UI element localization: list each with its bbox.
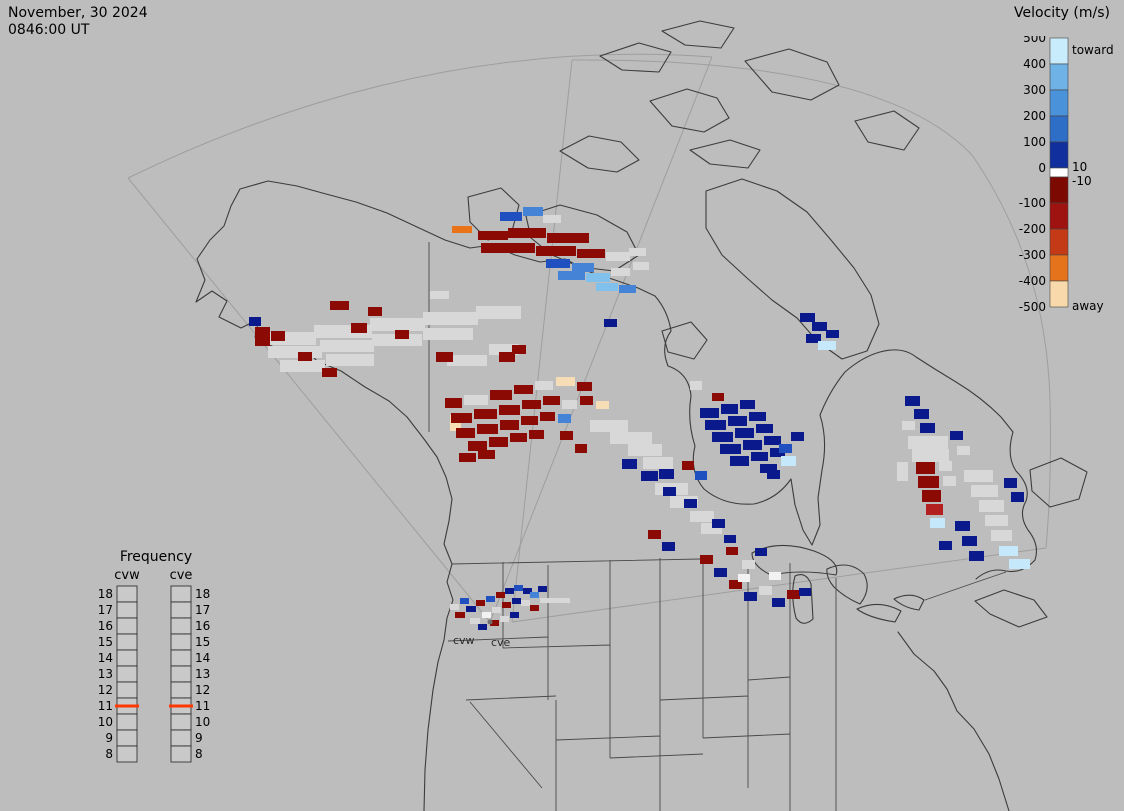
svg-text:14: 14 bbox=[195, 651, 210, 665]
svg-text:-400: -400 bbox=[1019, 274, 1046, 288]
svg-text:0: 0 bbox=[1038, 161, 1046, 175]
svg-text:17: 17 bbox=[98, 603, 113, 617]
svg-text:16: 16 bbox=[98, 619, 113, 633]
coast-hudson-east bbox=[654, 295, 1037, 811]
svg-text:13: 13 bbox=[98, 667, 113, 681]
svg-text:17: 17 bbox=[195, 603, 210, 617]
svg-text:14: 14 bbox=[98, 651, 113, 665]
radar-site-label-cvw: cvw bbox=[453, 634, 475, 647]
time-text: 0846:00 UT bbox=[8, 22, 90, 38]
svg-text:18: 18 bbox=[98, 587, 113, 601]
svg-text:15: 15 bbox=[195, 635, 210, 649]
frequency-legend-title: Frequency bbox=[119, 549, 193, 565]
svg-text:500: 500 bbox=[1023, 36, 1046, 45]
svg-text:11: 11 bbox=[98, 699, 113, 713]
svg-text:12: 12 bbox=[195, 683, 210, 697]
svg-text:400: 400 bbox=[1023, 57, 1046, 71]
svg-text:8: 8 bbox=[195, 747, 203, 761]
svg-text:toward: toward bbox=[1072, 43, 1114, 57]
svg-text:300: 300 bbox=[1023, 83, 1046, 97]
velocity-colorbar: 500 400 300 200 100 0 -100 -200 -300 -400 -500 10-1… bbox=[1019, 36, 1114, 314]
velocity-legend-title: Velocity (m/s) bbox=[1014, 5, 1110, 21]
svg-text:16: 16 bbox=[195, 619, 210, 633]
svg-text:-200: -200 bbox=[1019, 222, 1046, 236]
radar-site-label-cve: cve bbox=[491, 636, 511, 649]
svg-text:13: 13 bbox=[195, 667, 210, 681]
svg-text:-10: -10 bbox=[1072, 174, 1092, 188]
svg-text:-100: -100 bbox=[1019, 196, 1046, 210]
svg-text:cvw: cvw bbox=[114, 568, 140, 583]
timestamp: November, 30 2024 0846:00 UT bbox=[8, 5, 148, 39]
coastline-outlines bbox=[195, 20, 1088, 811]
svg-text:11: 11 bbox=[195, 699, 210, 713]
svg-text:-300: -300 bbox=[1019, 248, 1046, 262]
svg-text:9: 9 bbox=[105, 731, 113, 745]
svg-text:10: 10 bbox=[195, 715, 210, 729]
svg-text:10: 10 bbox=[1072, 160, 1087, 174]
radar-site-dot bbox=[487, 619, 493, 625]
fov-fan-cve bbox=[511, 59, 1051, 623]
svg-text:15: 15 bbox=[98, 635, 113, 649]
svg-text:100: 100 bbox=[1023, 135, 1046, 149]
svg-text:8: 8 bbox=[105, 747, 113, 761]
svg-text:cve: cve bbox=[170, 568, 193, 583]
date-text: November, 30 2024 bbox=[8, 5, 148, 21]
velocity-cell-layer bbox=[249, 207, 1030, 630]
svg-text:12: 12 bbox=[98, 683, 113, 697]
svg-text:9: 9 bbox=[195, 731, 203, 745]
great-lakes bbox=[751, 544, 925, 624]
svg-text:18: 18 bbox=[195, 587, 210, 601]
svg-text:away: away bbox=[1072, 299, 1104, 313]
svg-text:-500: -500 bbox=[1019, 300, 1046, 314]
radar-fov-fan-lines bbox=[127, 53, 1051, 623]
svg-text:200: 200 bbox=[1023, 109, 1046, 123]
svg-text:10: 10 bbox=[98, 715, 113, 729]
fov-fan-cvw bbox=[127, 53, 713, 623]
